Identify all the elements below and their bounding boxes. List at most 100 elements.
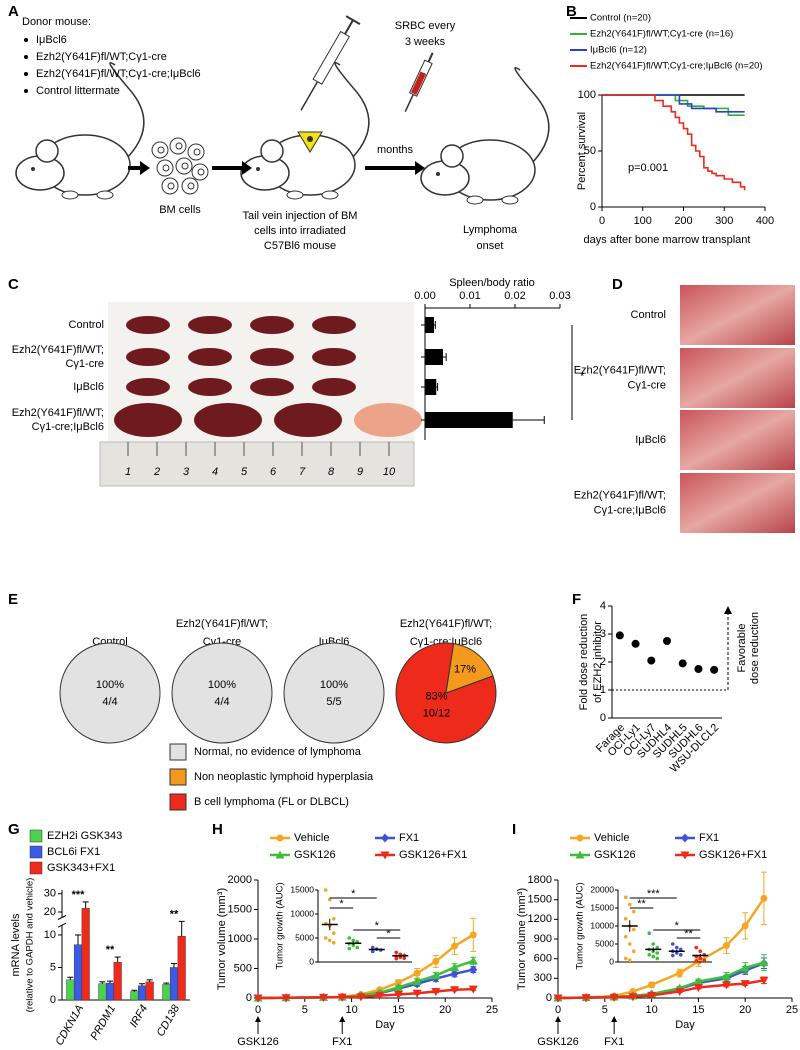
point: [432, 957, 440, 965]
point: [468, 956, 478, 965]
significance: *: [375, 920, 380, 932]
legend-swatch: [29, 845, 43, 859]
ruler-label: 8: [328, 466, 335, 478]
ruler-label: 2: [153, 466, 160, 478]
spleen: [188, 378, 232, 396]
point: [469, 965, 478, 975]
y-tick-label: 100: [578, 89, 596, 101]
point: [281, 994, 291, 1003]
bullet: [24, 89, 28, 93]
growth-curve: [557, 979, 765, 1000]
bm-nucleus: [197, 168, 205, 176]
point: [356, 993, 366, 1002]
panel-label: I: [512, 821, 516, 838]
bar: [137, 985, 147, 1001]
mouse-eye: [436, 172, 440, 176]
legend-marker: [276, 834, 284, 842]
label: IμBcl6: [635, 434, 666, 446]
y-tick-label: 30: [44, 888, 56, 900]
arrow-head: [140, 161, 150, 175]
label: BM cells: [159, 204, 201, 216]
bar: [425, 412, 513, 428]
dot: [351, 943, 356, 947]
dot: [370, 945, 375, 950]
spleen: [126, 348, 170, 366]
treatment-label: GSK126: [237, 1036, 279, 1048]
bm-cell: [156, 159, 174, 177]
point: [319, 993, 329, 1002]
dot: [647, 953, 652, 957]
slice-label: 100%: [96, 679, 124, 691]
legend-label: FX1: [699, 832, 719, 844]
x-tick-label: 400: [756, 215, 774, 227]
bm-cell: [175, 157, 193, 175]
mouse-ear: [260, 139, 284, 163]
radiation-dot: [307, 136, 313, 142]
significance: *: [675, 920, 680, 932]
point: [760, 894, 768, 902]
x-tick-label: PRDM1: [88, 1003, 118, 1042]
y-tick-label: 15000: [590, 902, 614, 912]
growth-curve: [557, 897, 765, 1000]
mouse-icon: [240, 62, 370, 200]
y-axis-label: Percent survival: [576, 112, 588, 190]
dot: [623, 917, 628, 921]
point: [631, 639, 640, 648]
mouse-tail: [334, 62, 370, 161]
point: [431, 971, 441, 980]
legend-label: GSK126: [594, 849, 636, 861]
dot: [627, 902, 632, 907]
point: [721, 971, 731, 980]
survival-curve: [602, 94, 745, 113]
bar: [162, 984, 171, 1001]
ruler-label: 9: [357, 466, 363, 478]
y-tick-label: 300: [534, 972, 552, 984]
x-tick-label: CD138: [155, 1002, 183, 1038]
legend-label: IμBcl6 (n=12): [590, 45, 647, 56]
x-axis-label: Day: [375, 1019, 395, 1031]
mouse-foot: [96, 190, 114, 200]
bar: [113, 962, 122, 1001]
point: [759, 976, 769, 985]
y-tick-label: 0: [246, 992, 252, 1004]
axis-break: [57, 922, 67, 928]
point: [721, 981, 731, 990]
x-axis-label: Day: [675, 1019, 695, 1031]
dot: [674, 951, 679, 955]
pie-title: Ezh2(Y641F)fl/WT;: [400, 618, 492, 630]
arrow-head: [255, 1016, 261, 1022]
y-axis-label: Tumor growth (AUC): [275, 882, 286, 969]
dot: [631, 909, 636, 914]
spleen: [114, 403, 182, 437]
point: [412, 976, 422, 985]
label: months: [377, 144, 414, 156]
bm-cell: [161, 177, 179, 195]
panel-label: C: [8, 276, 19, 293]
dot: [694, 959, 699, 963]
x-tick-label: 0: [255, 1004, 261, 1016]
legend-swatch: [169, 793, 187, 811]
y-tick-label: 10000: [590, 920, 614, 930]
y-tick-label: 3: [600, 628, 606, 640]
label: Cγ1-cre;IμBcl6: [32, 421, 104, 433]
pie-slice: [171, 642, 273, 744]
bar: [130, 991, 139, 1001]
label: Cγ1-cre;IμBcl6: [594, 504, 666, 516]
point: [394, 979, 402, 987]
x-tick-label: 0.01: [459, 290, 480, 302]
y-tick-label: 5000: [295, 932, 314, 942]
arrow-head: [611, 1016, 618, 1022]
ruler-label: 10: [383, 466, 396, 478]
significance: ***: [647, 888, 661, 900]
spleen: [188, 316, 232, 334]
y-tick-label: 15000: [290, 884, 314, 894]
x-tick-label: 20: [739, 1004, 751, 1016]
x-tick-label: 200: [674, 215, 692, 227]
dot: [647, 931, 652, 935]
point: [469, 931, 477, 939]
y-tick-label: 1: [600, 684, 606, 696]
bar: [145, 981, 154, 1001]
x-tick-label: 300: [715, 215, 733, 227]
spleen: [126, 316, 170, 334]
mouse-tail: [514, 67, 550, 166]
